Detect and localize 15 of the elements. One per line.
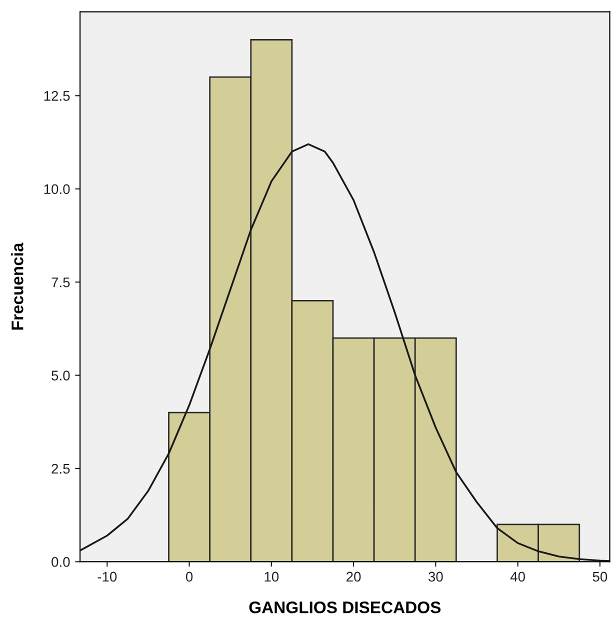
y-tick-label: 7.5: [52, 278, 70, 288]
x-tick-label: 0: [186, 572, 193, 582]
y-axis-title: Frecuencia: [11, 242, 24, 330]
x-tick-label: -10: [98, 572, 117, 582]
y-tick-label: 2.5: [52, 464, 70, 474]
y-tick-label: 12.5: [44, 91, 70, 101]
x-tick-label: 30: [428, 572, 443, 582]
x-axis-title: GANGLIOS DISECADOS: [249, 601, 441, 614]
x-tick-label: 20: [346, 572, 361, 582]
y-tick-label: 10.0: [44, 184, 70, 194]
y-tick-label: 0.0: [52, 557, 70, 567]
x-tick-label: 40: [510, 572, 525, 582]
y-tick-label: 5.0: [52, 370, 70, 380]
x-tick-label: 50: [592, 572, 608, 582]
x-tick-label: 10: [264, 572, 279, 582]
